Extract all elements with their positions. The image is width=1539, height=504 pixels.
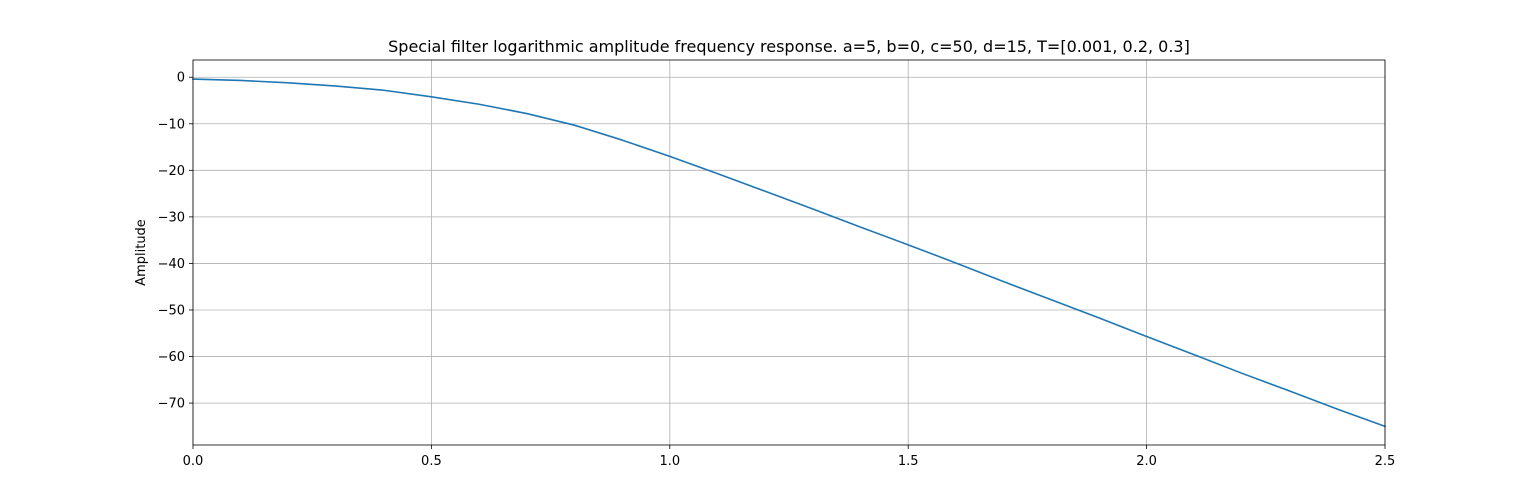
y-tick-label: −30	[158, 210, 185, 225]
x-tick-label: 0.0	[183, 454, 204, 469]
axes	[192, 59, 1386, 446]
y-tick-label: 0	[177, 71, 185, 86]
y-tick-label: −70	[158, 397, 185, 412]
plot-frame	[192, 59, 1386, 446]
x-axis-ticks: 0.0 0.5 1.0 1.5 2.0 2.5	[183, 445, 1396, 469]
series-layer	[192, 78, 1387, 428]
y-tick-label: −10	[158, 117, 185, 132]
series-line	[192, 78, 1387, 428]
y-axis-ticks: 0 −10 −20 −30 −40 −50 −60 −70	[158, 71, 193, 412]
y-tick-label: −20	[158, 164, 185, 179]
x-tick-label: 2.5	[1375, 454, 1396, 469]
y-tick-label: −60	[158, 350, 185, 365]
y-axis-label: Amplitude	[134, 219, 149, 286]
grid-lines	[192, 60, 1386, 445]
chart-title: Special filter logarithmic amplitude fre…	[388, 37, 1190, 56]
y-tick-label: −50	[158, 303, 185, 318]
x-tick-label: 0.5	[421, 454, 442, 469]
x-tick-label: 2.0	[1136, 454, 1157, 469]
x-tick-label: 1.0	[659, 454, 680, 469]
x-tick-label: 1.5	[898, 454, 919, 469]
y-tick-label: −40	[158, 257, 185, 272]
